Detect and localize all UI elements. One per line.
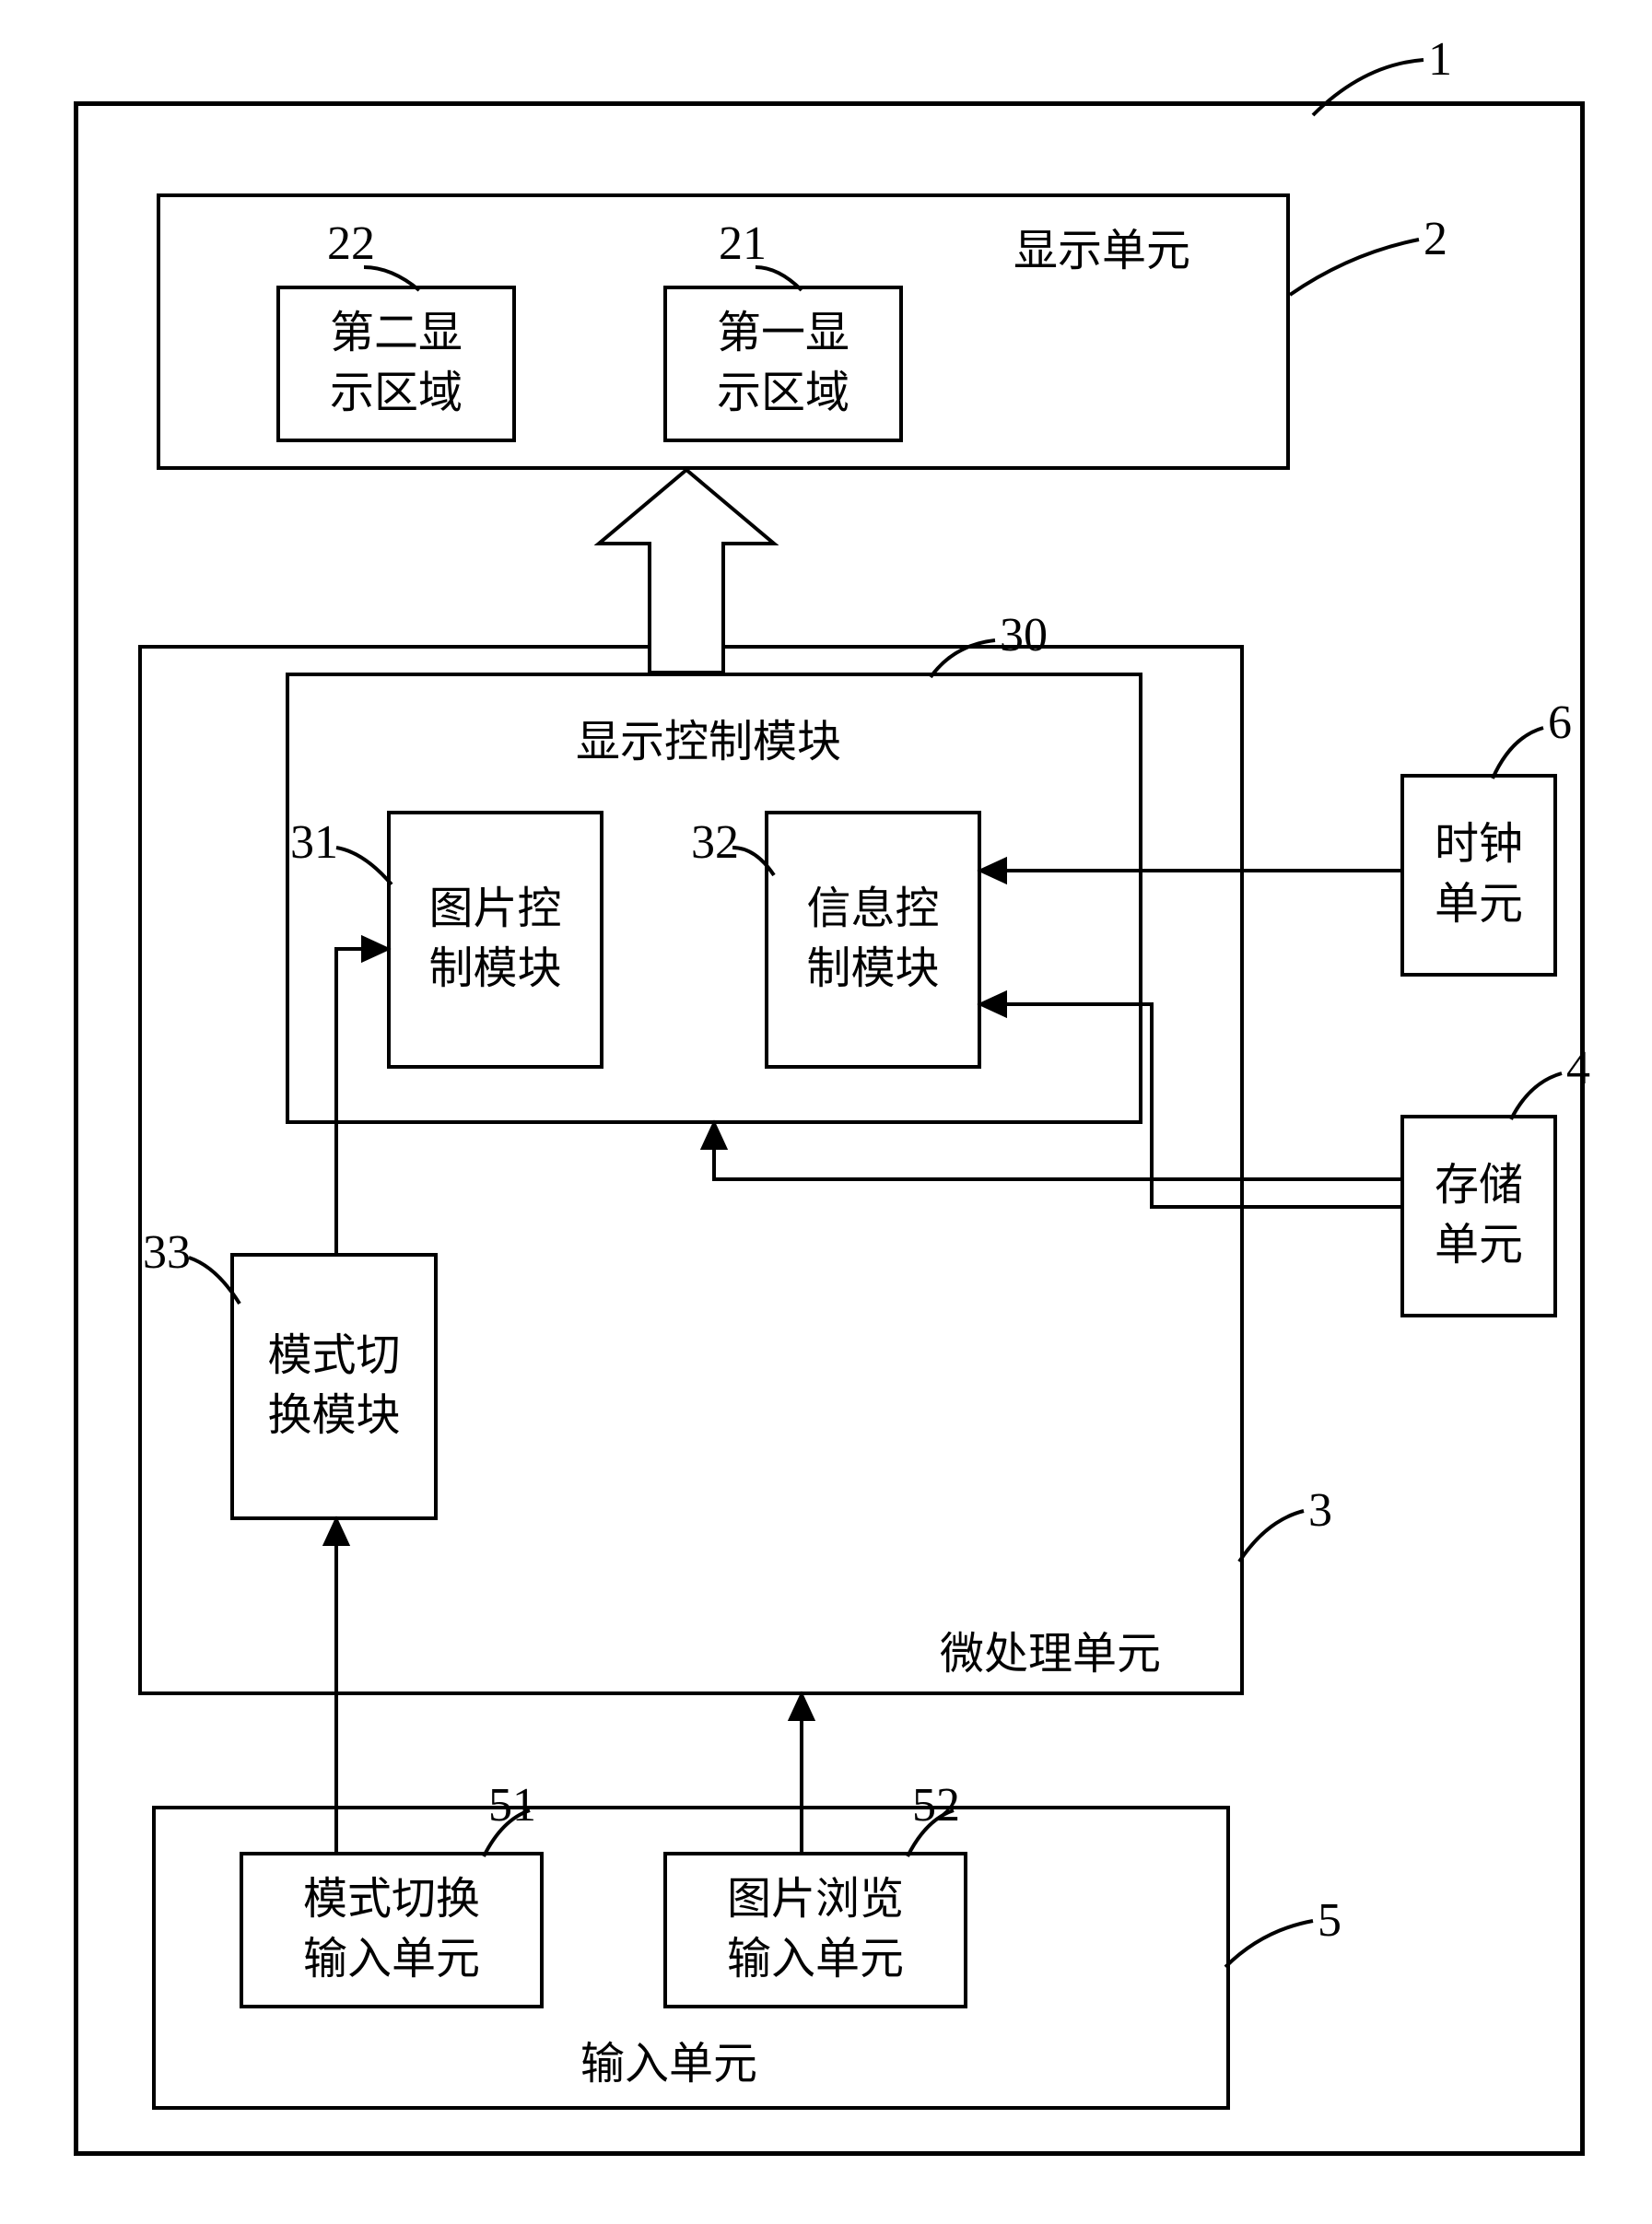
box-label-info_ctrl: 信息控制模块: [806, 880, 939, 1000]
ref-r22: 22: [327, 217, 375, 271]
box-label-mode_switch-line2: 换模块: [267, 1387, 400, 1446]
box-label-info_ctrl-line2: 制模块: [806, 940, 939, 1000]
box-label-pic_in-line1: 图片浏览: [727, 1870, 904, 1930]
box-label-disp_area1: 第一显示区域: [717, 304, 849, 424]
ref-r1: 1: [1428, 32, 1452, 87]
box-clock: 时钟单元: [1400, 774, 1557, 977]
ref-r2: 2: [1424, 212, 1447, 266]
box-label-disp_area2: 第二显示区域: [330, 304, 463, 424]
box-label-storage-line2: 单元: [1435, 1216, 1523, 1276]
box-label-pic_in: 图片浏览输入单元: [727, 1870, 904, 1990]
box-label-disp_area1-line2: 示区域: [717, 364, 849, 424]
box-label-clock: 时钟单元: [1435, 815, 1523, 935]
box-label-mode_switch-line1: 模式切: [267, 1327, 400, 1387]
box-mode_switch: 模式切换模块: [230, 1253, 438, 1520]
ref-r31: 31: [290, 815, 338, 870]
label-disp_ctrl_label: 显示控制模块: [576, 705, 841, 769]
box-label-mode_in-line1: 模式切换: [303, 1870, 480, 1930]
box-label-disp_area2-line1: 第二显: [330, 304, 463, 364]
ref-r32: 32: [691, 815, 739, 870]
box-label-pic_ctrl-line2: 制模块: [428, 940, 561, 1000]
diagram-canvas: 第二显示区域第一显示区域图片控制模块信息控制模块模式切换模块时钟单元存储单元模式…: [0, 0, 1652, 2224]
ref-r33: 33: [143, 1225, 191, 1280]
box-label-pic_in-line2: 输入单元: [727, 1930, 904, 1990]
ref-r52: 52: [912, 1778, 960, 1832]
label-mpu_label: 微处理单元: [940, 1617, 1161, 1681]
label-display_unit_label: 显示单元: [1013, 214, 1190, 278]
ref-r30: 30: [1000, 608, 1048, 662]
box-pic_in: 图片浏览输入单元: [663, 1852, 967, 2008]
box-info_ctrl: 信息控制模块: [765, 811, 981, 1069]
box-label-mode_in: 模式切换输入单元: [303, 1870, 480, 1990]
box-disp_area2: 第二显示区域: [276, 286, 516, 442]
ref-r5: 5: [1318, 1893, 1342, 1948]
box-label-pic_ctrl: 图片控制模块: [428, 880, 561, 1000]
box-label-mode_switch: 模式切换模块: [267, 1327, 400, 1446]
box-label-mode_in-line2: 输入单元: [303, 1930, 480, 1990]
box-disp_area1: 第一显示区域: [663, 286, 903, 442]
box-label-storage-line1: 存储: [1435, 1156, 1523, 1216]
ref-r21: 21: [719, 217, 767, 271]
box-label-disp_area1-line1: 第一显: [717, 304, 849, 364]
box-mode_in: 模式切换输入单元: [240, 1852, 544, 2008]
box-label-info_ctrl-line1: 信息控: [806, 880, 939, 940]
box-label-clock-line1: 时钟: [1435, 815, 1523, 875]
box-label-disp_area2-line2: 示区域: [330, 364, 463, 424]
box-label-storage: 存储单元: [1435, 1156, 1523, 1276]
box-storage: 存储单元: [1400, 1115, 1557, 1317]
ref-r51: 51: [488, 1778, 536, 1832]
box-pic_ctrl: 图片控制模块: [387, 811, 603, 1069]
ref-r3: 3: [1308, 1483, 1332, 1538]
box-label-clock-line2: 单元: [1435, 875, 1523, 935]
label-input_unit_label: 输入单元: [580, 2027, 757, 2091]
box-label-pic_ctrl-line1: 图片控: [428, 880, 561, 940]
ref-r6: 6: [1548, 696, 1572, 750]
ref-r4: 4: [1566, 1041, 1590, 1095]
